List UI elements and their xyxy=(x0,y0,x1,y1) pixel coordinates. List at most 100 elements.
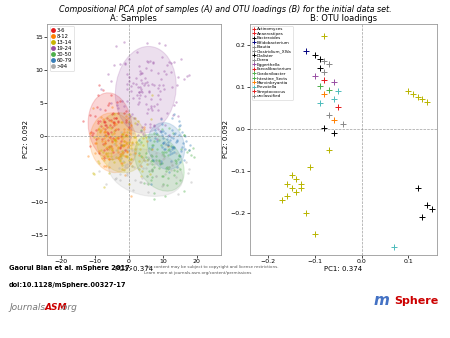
Point xyxy=(166,148,173,153)
Point xyxy=(139,154,146,160)
Point xyxy=(139,124,146,130)
Point xyxy=(107,129,114,135)
Point xyxy=(126,78,133,83)
Point xyxy=(117,135,125,140)
Ellipse shape xyxy=(148,123,184,170)
Point xyxy=(112,137,119,142)
Point xyxy=(120,143,127,148)
Point xyxy=(117,158,124,163)
Point xyxy=(89,130,96,136)
Point xyxy=(150,123,158,128)
Point xyxy=(84,154,91,159)
Point xyxy=(169,131,176,136)
Point xyxy=(114,118,122,123)
Point xyxy=(162,71,170,77)
Point xyxy=(162,168,169,173)
Point xyxy=(127,151,134,157)
Point xyxy=(127,122,134,127)
Point xyxy=(150,190,158,196)
Point xyxy=(143,110,150,115)
Point xyxy=(155,158,162,164)
Point xyxy=(164,139,171,145)
Point xyxy=(138,89,145,95)
Point xyxy=(172,150,179,156)
Point xyxy=(181,146,189,151)
Point xyxy=(117,144,124,149)
Point xyxy=(186,143,194,148)
Point xyxy=(112,139,119,144)
Point xyxy=(148,166,156,171)
Text: doi:10.1128/mSphere.00327-17: doi:10.1128/mSphere.00327-17 xyxy=(9,282,126,288)
Point xyxy=(131,134,139,139)
Point xyxy=(111,137,118,142)
Point xyxy=(159,152,166,158)
Point xyxy=(129,95,136,101)
Point xyxy=(108,124,116,129)
Point xyxy=(91,140,98,146)
Point xyxy=(94,119,101,124)
Point xyxy=(181,188,188,193)
Point xyxy=(182,138,189,144)
Point xyxy=(182,159,189,164)
Point xyxy=(164,143,171,149)
Point xyxy=(160,82,167,88)
Point xyxy=(115,165,122,171)
Point xyxy=(99,138,106,144)
Point xyxy=(124,147,131,152)
Title: B: OTU loadings: B: OTU loadings xyxy=(310,14,377,23)
Point xyxy=(169,146,176,151)
Point xyxy=(160,151,167,156)
Ellipse shape xyxy=(135,134,184,191)
Point xyxy=(146,171,153,176)
Point xyxy=(131,150,139,155)
Point xyxy=(115,144,122,150)
Point xyxy=(145,156,153,161)
Point xyxy=(86,130,94,136)
Point xyxy=(122,147,129,152)
Point xyxy=(172,158,179,164)
Point xyxy=(117,142,124,148)
Point xyxy=(113,102,121,108)
Point xyxy=(135,84,142,90)
Point xyxy=(188,179,195,185)
Point xyxy=(140,19,147,25)
Point xyxy=(168,134,175,140)
Point xyxy=(98,147,105,153)
Point xyxy=(112,154,119,160)
Point xyxy=(157,161,164,167)
Point xyxy=(144,158,152,163)
Point xyxy=(166,146,173,151)
Point xyxy=(100,142,108,147)
Point xyxy=(166,165,173,170)
Point xyxy=(140,135,147,141)
Point xyxy=(155,137,162,142)
Point xyxy=(153,132,161,137)
Point xyxy=(135,101,142,107)
Point xyxy=(114,150,122,155)
Point xyxy=(162,149,170,155)
Point xyxy=(107,118,114,124)
Point xyxy=(114,106,121,111)
Point xyxy=(97,86,104,92)
Point xyxy=(184,170,191,176)
Point xyxy=(95,127,103,132)
Point xyxy=(112,142,120,148)
Point xyxy=(124,129,131,135)
Point xyxy=(156,157,163,163)
Point xyxy=(135,95,143,101)
Point xyxy=(99,141,107,146)
Point xyxy=(120,142,127,148)
Point xyxy=(104,150,112,156)
Point xyxy=(138,175,145,180)
Point xyxy=(102,140,109,146)
Point xyxy=(175,126,182,131)
Point xyxy=(134,92,141,97)
Point xyxy=(165,132,172,138)
Point xyxy=(95,92,102,98)
Point xyxy=(128,163,135,169)
Point xyxy=(167,144,174,149)
Point xyxy=(159,136,166,141)
Point xyxy=(156,128,163,134)
Point xyxy=(137,162,144,168)
Point xyxy=(171,59,178,65)
